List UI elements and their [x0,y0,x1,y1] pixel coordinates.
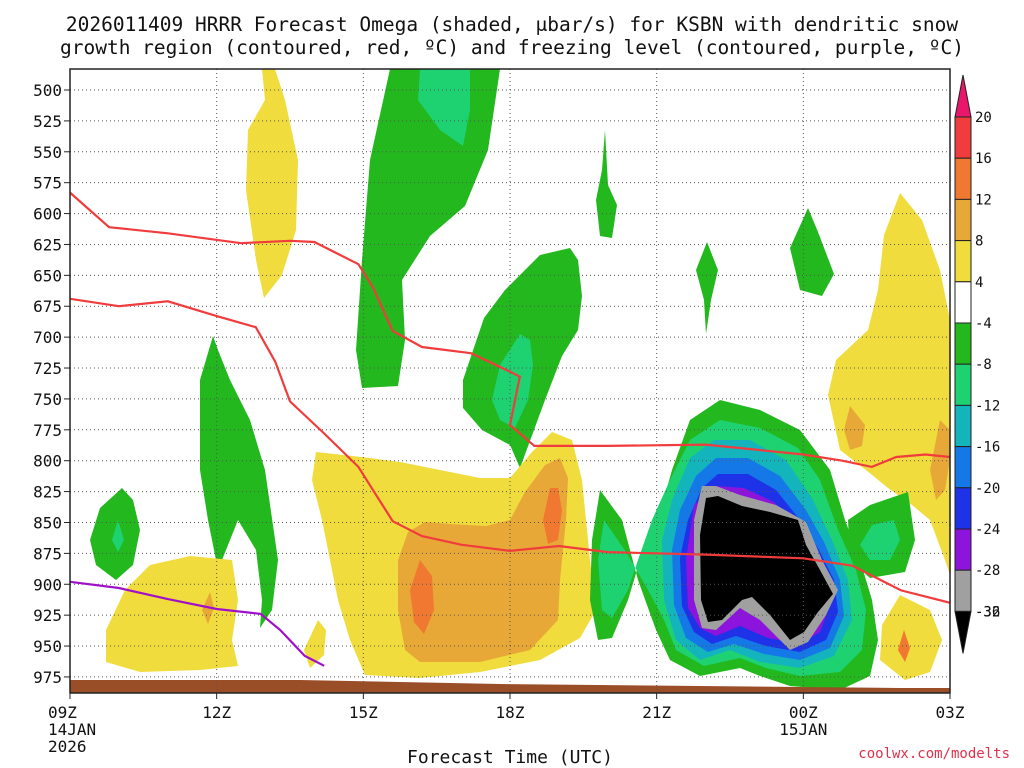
y-tick-label: 925 [33,606,62,625]
colorbar-label: -8 [975,357,992,373]
y-tick-label: 600 [33,205,62,224]
y-tick-label: 500 [33,81,62,100]
sinking-region-low-center-8 [398,458,568,662]
y-tick-label: 950 [33,637,62,656]
colorbar-label: -36 [975,604,1000,620]
y-tick-label: 650 [33,266,62,285]
colorbar-bottom-arrow [954,610,972,654]
colorbar-label: -4 [975,316,992,332]
sinking-region-lower-right-8 [898,630,910,662]
y-tick-label: 775 [33,421,62,440]
sinking-region-lower-left [106,556,238,672]
x-tick-label: 21Z [642,703,671,722]
sinking-max-right [543,488,562,544]
rising-blob-left-core [112,520,124,552]
y-tick-label: 675 [33,297,62,316]
colorbar-swatch [954,116,972,159]
colorbar-label: 4 [975,275,983,291]
sinking-region-lower-right [880,595,942,680]
rising-region-18z-core [492,334,533,428]
y-tick-label: 900 [33,575,62,594]
colorbar-swatch [954,569,972,612]
y-tick-label: 750 [33,390,62,409]
colorbar-label: -12 [975,398,1000,414]
y-tick-label: 875 [33,544,62,563]
y-tick-label: 700 [33,328,62,347]
colorbar-swatch [954,281,972,324]
colorbar-label: -24 [975,522,1000,538]
rising-blob-3 [790,208,834,296]
grid-lines [70,69,950,693]
y-tick-label: 550 [33,143,62,162]
x-axis-label: Forecast Time (UTC) [407,747,613,768]
colorbar-label: 8 [975,234,983,250]
x-tick-label: 18Z [496,703,525,722]
chart-title-line1: 2026011409 HRRR Forecast Omega (shaded, … [66,13,958,36]
y-tick-label: 975 [33,668,62,687]
colorbar-swatch [954,157,972,200]
colorbar-top-arrow [954,74,972,118]
sinking-region-right-8 [844,406,865,450]
colorbar-swatch [954,446,972,489]
sinking-region-right-edge [930,420,950,500]
colorbar-swatch [954,322,972,365]
colorbar-swatch [954,240,972,283]
colorbar-swatch [954,528,972,571]
rising-region-right-core [860,520,900,560]
y-tick-label: 725 [33,359,62,378]
sinking-region-right [828,193,950,575]
colorbar-label: 16 [975,151,992,167]
colorbar-label: 20 [975,110,992,126]
x-tick-date: 15JAN [779,720,827,739]
colorbar-label: -32 [975,604,1000,620]
colorbar-label: -20 [975,481,1000,497]
x-tick-label: 09Z [48,703,77,722]
y-tick-label: 825 [33,483,62,502]
dendritic-growth-line-1 [70,191,950,469]
freezing-level-line [70,580,325,667]
colorbar-label: -28 [975,563,1000,579]
x-tick-date: 14JAN [48,720,96,739]
rising-region-12z [200,336,278,628]
sinking-max-left [410,560,434,634]
y-tick-label: 800 [33,452,62,471]
colorbar-swatch [954,198,972,242]
colorbar-swatch [954,404,972,448]
rising-blob-1 [596,130,617,238]
chart-title-line2: growth region (contoured, red, ºC) and f… [60,36,964,59]
omega-band-neg36 [700,496,833,640]
rising-region-neg8 [418,69,470,146]
rising-region-neg4 [356,69,500,388]
x-tick-label: 15Z [349,703,378,722]
terrain-ground [70,680,950,693]
x-tick-label: 03Z [936,703,965,722]
x-tick-year: 2026 [48,737,87,756]
sinking-blob-small [304,620,326,668]
x-tick-label: 12Z [202,703,231,722]
colorbar-label: 12 [975,192,992,208]
y-tick-label: 625 [33,235,62,254]
dendritic-growth-line-2 [70,297,950,604]
y-tick-label: 525 [33,112,62,131]
y-tick-label: 575 [33,174,62,193]
rising-blob-2 [696,242,718,334]
colorbar-label: -16 [975,440,1000,456]
colorbar: 20 16 12 8 4 -4 -8 -12 -16 -20 -24 -28 -32-36 [954,74,1000,654]
colorbar-swatch [954,487,972,530]
y-tick-label: 850 [33,513,62,532]
credit-text: coolwx.com/modelts [858,746,1010,762]
colorbar-swatch [954,363,972,406]
x-tick-label: 00Z [789,703,818,722]
